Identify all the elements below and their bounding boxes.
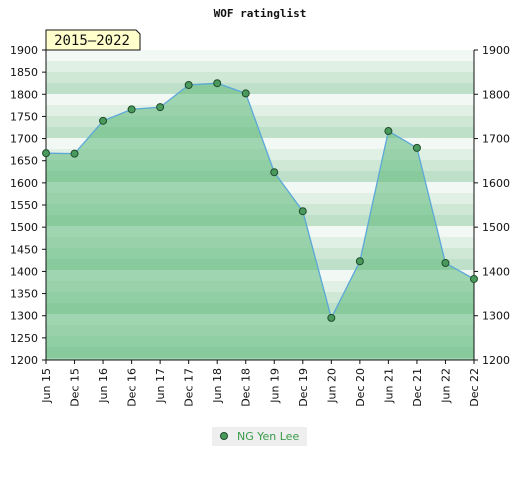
x-tick-label: Jun 17 xyxy=(154,368,167,404)
y-tick-label: 1300 xyxy=(10,310,38,323)
data-point[interactable] xyxy=(156,103,165,112)
data-point[interactable] xyxy=(270,168,279,177)
y-tick-label: 1700 xyxy=(10,133,38,146)
data-point[interactable] xyxy=(355,257,364,266)
legend-marker xyxy=(220,432,228,440)
data-point[interactable] xyxy=(327,313,336,322)
y-axis-right-ticks: 1200 1300 1400 1500 1600 1700 1800 1900 xyxy=(474,44,510,367)
y-tick-label-right: 1700 xyxy=(482,133,510,146)
background-band xyxy=(46,50,474,61)
y-tick-label: 1750 xyxy=(10,110,38,123)
x-tick-label: Dec 20 xyxy=(354,368,367,407)
y-tick-label: 1400 xyxy=(10,265,38,278)
y-tick-label: 1350 xyxy=(10,288,38,301)
background-band xyxy=(46,72,474,83)
background-band xyxy=(46,61,474,72)
x-tick-label: Jun 19 xyxy=(268,368,281,404)
legend-box xyxy=(212,427,307,446)
y-tick-label: 1250 xyxy=(10,332,38,345)
data-point[interactable] xyxy=(70,149,79,158)
data-point[interactable] xyxy=(127,105,136,114)
y-tick-label: 1200 xyxy=(10,354,38,367)
data-point[interactable] xyxy=(213,79,222,88)
y-tick-label: 1850 xyxy=(10,66,38,79)
y-tick-label-right: 1800 xyxy=(482,88,510,101)
chart-title: WOF ratinglist xyxy=(214,7,307,20)
x-tick-label: Dec 19 xyxy=(297,368,310,407)
x-tick-label: Jun 20 xyxy=(325,368,338,404)
x-tick-label: Dec 17 xyxy=(183,368,196,407)
background-band xyxy=(46,105,474,116)
y-tick-label: 1650 xyxy=(10,155,38,168)
y-tick-label: 1900 xyxy=(10,44,38,57)
y-tick-label-right: 1200 xyxy=(482,354,510,367)
y-tick-label-right: 1300 xyxy=(482,310,510,323)
y-tick-label: 1500 xyxy=(10,221,38,234)
series-line xyxy=(45,82,475,320)
x-tick-label: Jun 21 xyxy=(382,368,395,404)
background-band xyxy=(46,83,474,94)
data-point[interactable] xyxy=(241,89,250,98)
y-tick-label-right: 1600 xyxy=(482,177,510,190)
x-axis-ticks: Jun 15 Dec 15 Jun 16 Dec 16 Jun 17 Dec 17 Jun … xyxy=(40,360,481,407)
data-point[interactable] xyxy=(470,274,478,283)
x-tick-label: Dec 18 xyxy=(240,368,253,407)
y-tick-label: 1600 xyxy=(10,177,38,190)
x-tick-label: Dec 15 xyxy=(69,368,82,407)
x-tick-label: Jun 22 xyxy=(439,368,452,404)
period-tag-box xyxy=(45,29,141,51)
background-band xyxy=(46,94,474,105)
x-tick-label: Jun 16 xyxy=(97,368,110,404)
period-tag-label: 2015–2022 xyxy=(54,33,130,49)
background-band xyxy=(46,116,474,127)
y-tick-label: 1800 xyxy=(10,88,38,101)
y-tick-label-right: 1900 xyxy=(482,44,510,57)
area-layer xyxy=(45,82,475,361)
y-axis-left-ticks: 1200 1250 1300 1350 1400 1450 1500 1550 1600 1650… xyxy=(10,44,46,367)
legend-series-label: NG Yen Lee xyxy=(237,430,299,443)
data-point[interactable] xyxy=(298,207,307,216)
series-area xyxy=(46,83,474,361)
x-tick-label: Dec 16 xyxy=(126,368,139,407)
x-tick-label: Jun 18 xyxy=(211,368,224,404)
data-point[interactable] xyxy=(412,143,421,152)
period-tag: 2015–2022 xyxy=(45,29,141,51)
x-tick-label: Dec 21 xyxy=(411,368,424,407)
data-point[interactable] xyxy=(99,116,108,125)
y-tick-label: 1450 xyxy=(10,243,38,256)
data-point[interactable] xyxy=(184,80,193,89)
y-tick-label: 1550 xyxy=(10,199,38,212)
x-tick-label: Jun 15 xyxy=(40,368,53,404)
data-point[interactable] xyxy=(42,149,50,158)
data-points xyxy=(42,79,478,322)
y-tick-label-right: 1500 xyxy=(482,221,510,234)
y-tick-label-right: 1400 xyxy=(482,265,510,278)
x-tick-label: Dec 22 xyxy=(468,368,481,407)
data-point[interactable] xyxy=(384,127,393,136)
data-point[interactable] xyxy=(441,259,450,268)
legend[interactable]: NG Yen Lee xyxy=(212,427,307,446)
